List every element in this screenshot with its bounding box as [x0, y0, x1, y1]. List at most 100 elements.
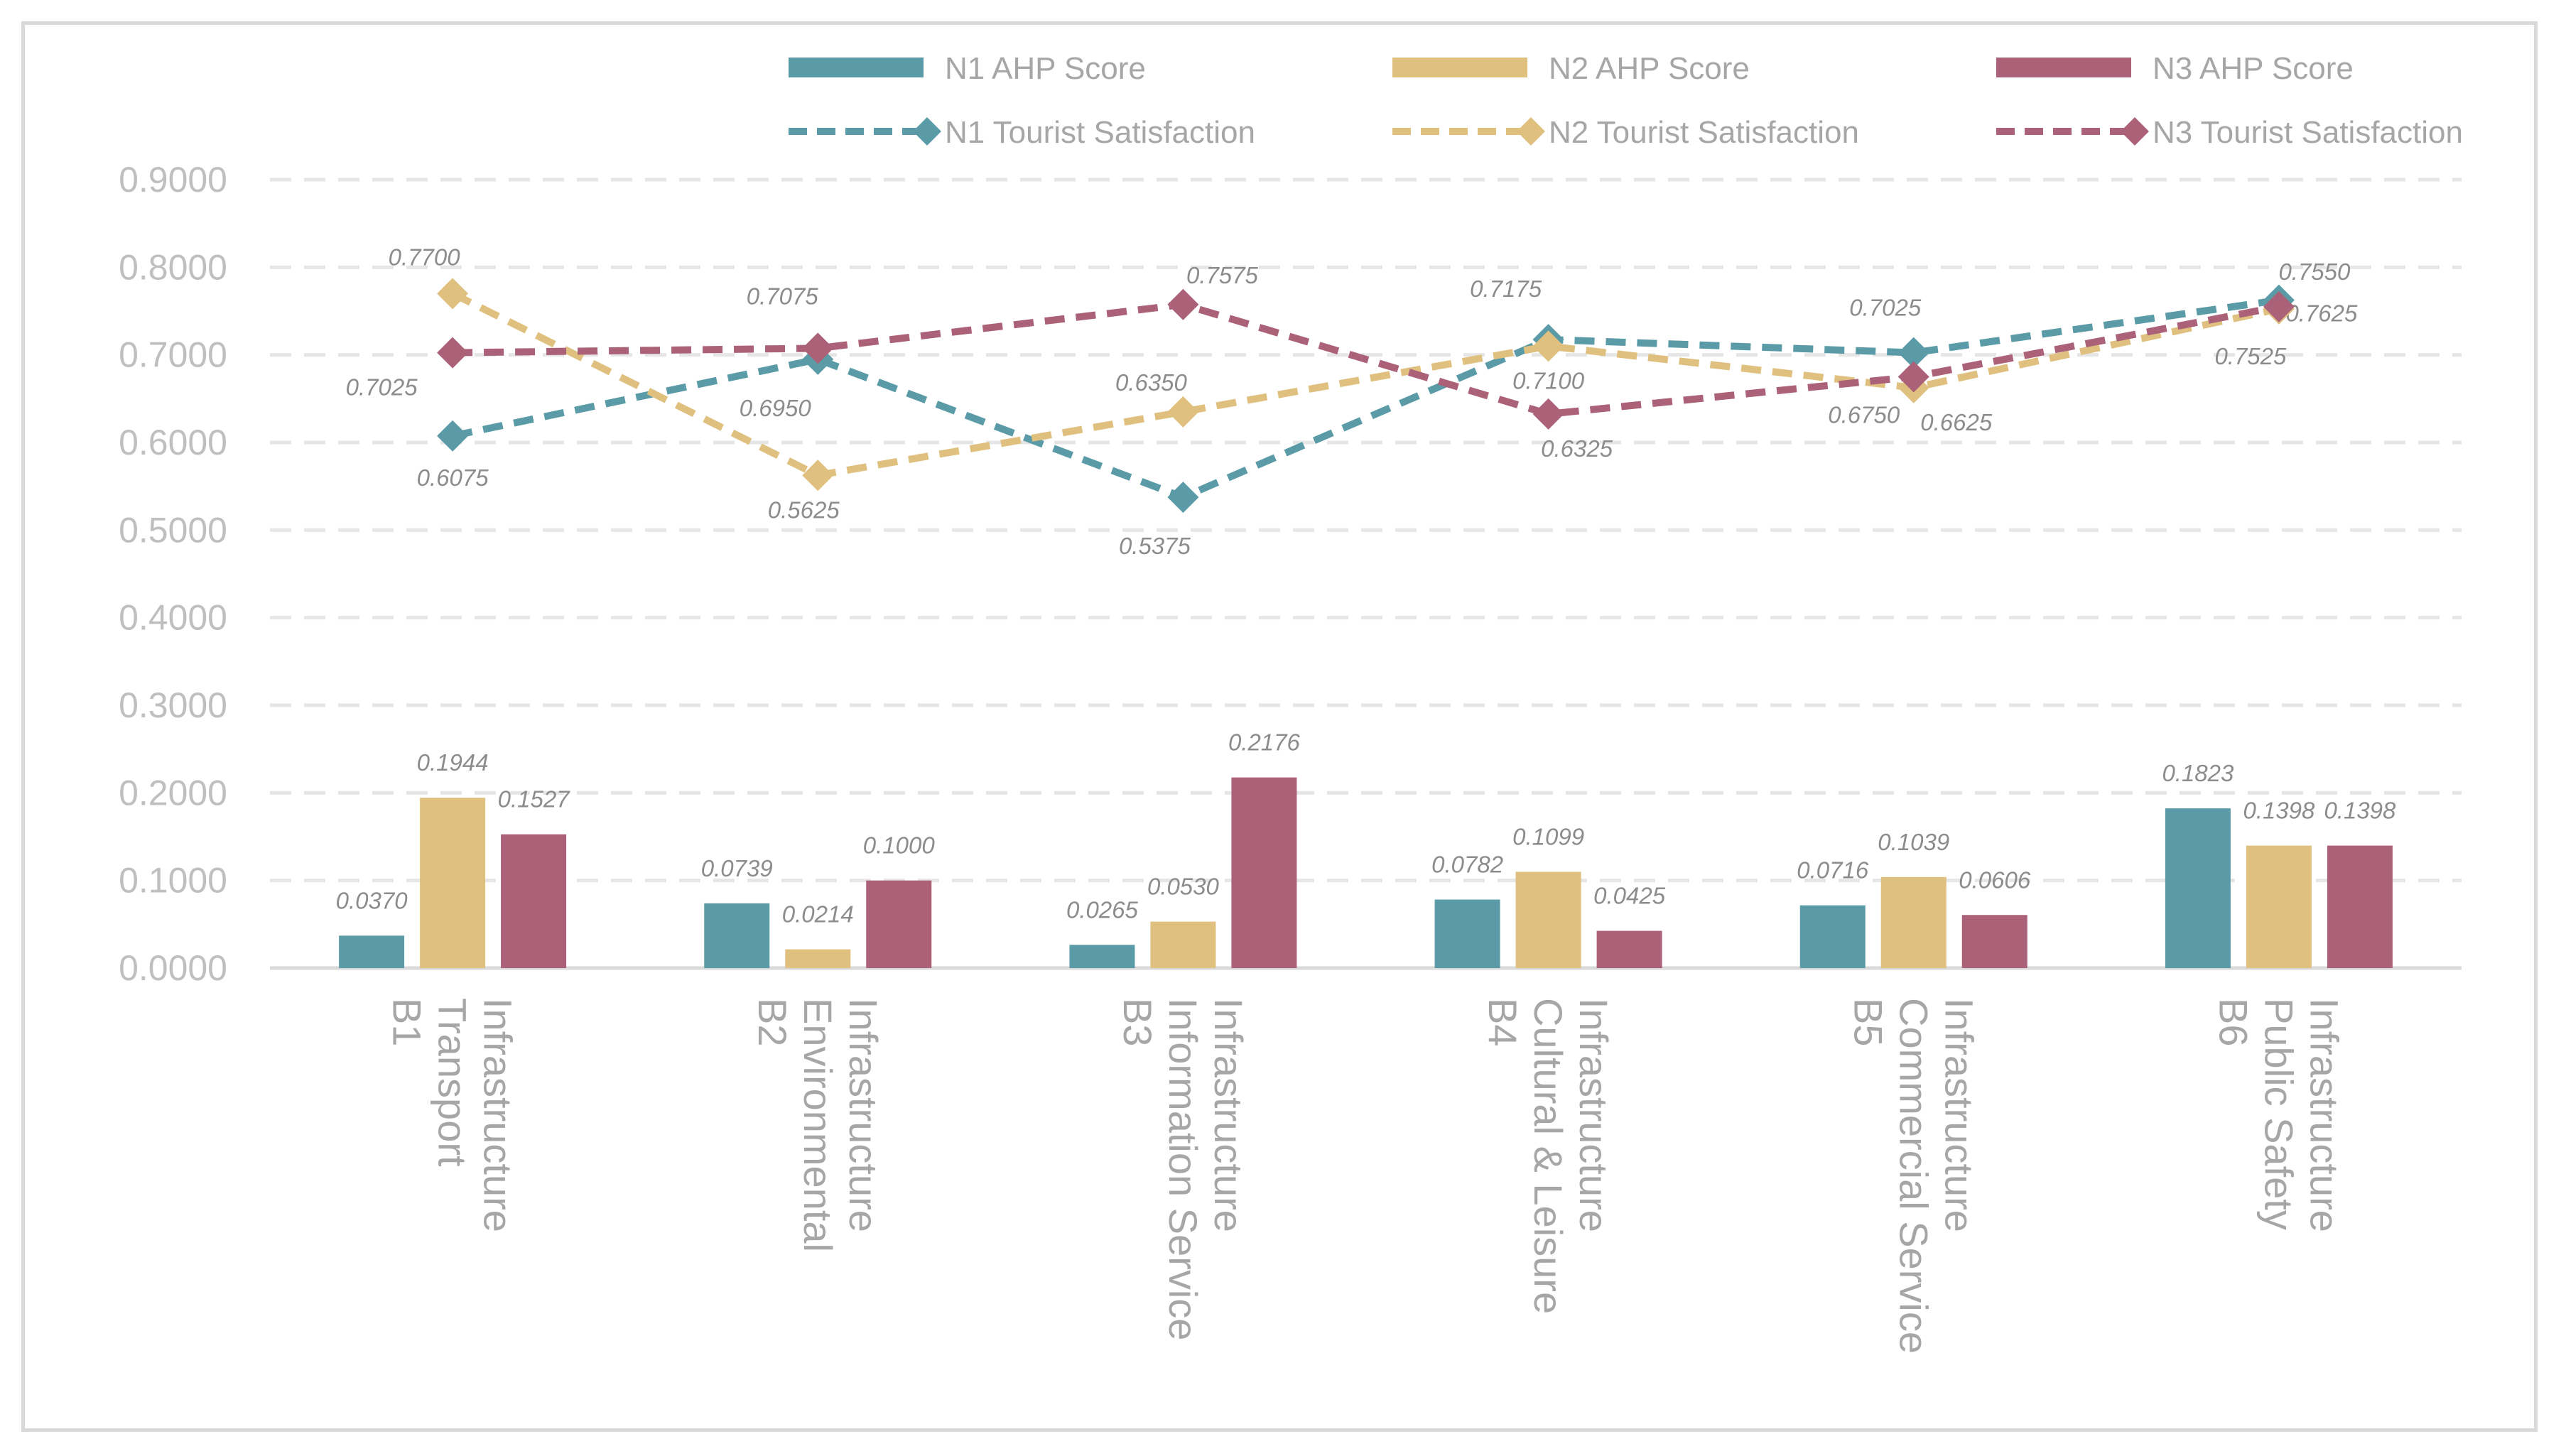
x-category-line: Infrastructure: [476, 998, 521, 1232]
bar: [1434, 899, 1500, 968]
x-category-label: B3 Information Service Infrastructure: [1115, 998, 1251, 1340]
bar-data-label: 0.1099: [1512, 823, 1584, 849]
line-marker: [2263, 290, 2295, 322]
line-data-label: 0.7025: [1849, 295, 1922, 321]
bar: [1515, 871, 1581, 968]
legend: N1 AHP Score N2 AHP Score N3 AHP Score N1 T…: [789, 51, 2463, 150]
legend-item: N2 Tourist Satisfaction: [1392, 115, 1859, 150]
bar: [2165, 808, 2231, 968]
legend-swatch-marker: [2121, 117, 2149, 146]
line-data-label: 0.7100: [1512, 367, 1585, 393]
x-category-line: B1: [385, 998, 430, 1047]
line-marker: [1167, 396, 1199, 428]
bar-data-label: 0.0606: [1959, 866, 2031, 893]
line-data-label: 0.6750: [1828, 402, 1900, 428]
bar-data-label: 0.1398: [2243, 798, 2315, 824]
line-data-label: 0.5625: [768, 496, 840, 523]
bar-data-label: 0.1000: [863, 832, 936, 859]
bar: [1150, 921, 1216, 968]
legend-label: N1 AHP Score: [945, 51, 1146, 86]
line-marker: [437, 278, 469, 310]
line-data-label: 0.7700: [389, 244, 461, 270]
line-series-2: 0.7700 0.5625 0.6350 0.7100 0.6625 0.7525: [389, 244, 2295, 523]
y-tick-label: 0.0000: [119, 948, 227, 988]
x-category-label: B1 Transport Infrastructure: [385, 998, 521, 1232]
legend-label: N2 Tourist Satisfaction: [1549, 115, 1859, 150]
line-data-label: 0.7625: [2285, 300, 2358, 327]
bar: [2327, 845, 2393, 968]
line-series-3: 0.7025 0.7075 0.7575 0.6325 0.6750 0.7550: [346, 259, 2351, 462]
line-data-label: 0.6325: [1541, 435, 1613, 462]
line-marker: [437, 420, 469, 452]
bar-data-label: 0.1398: [2324, 798, 2396, 824]
line-data-label: 0.7025: [346, 374, 418, 401]
x-category-line: Infrastructure: [841, 998, 886, 1232]
bar: [1799, 905, 1866, 968]
x-category-line: Infrastructure: [1571, 998, 1616, 1232]
y-tick-label: 0.8000: [119, 247, 227, 287]
line-marker: [1897, 337, 1929, 369]
legend-swatch-bar: [1392, 58, 1527, 77]
legend-swatch-bar: [1996, 58, 2131, 77]
line-data-label: 0.6350: [1115, 369, 1188, 396]
y-tick-label: 0.7000: [119, 335, 227, 375]
chart-frame: [21, 21, 2538, 1432]
bar: [1961, 915, 2027, 968]
bar: [339, 935, 405, 968]
x-category-line: Information Service: [1161, 998, 1206, 1340]
line-data-label: 0.6075: [417, 464, 489, 491]
line-data-label: 0.6950: [740, 395, 812, 421]
x-category-line: Infrastructure: [1206, 998, 1251, 1232]
bar-series-3: 0.1527 0.1000 0.2176 0.0425 0.0606 0.1398: [498, 729, 2396, 968]
bar-data-label: 0.0530: [1147, 874, 1220, 900]
line-marker: [1532, 330, 1564, 362]
bar: [1880, 876, 1947, 968]
line-data-label: 0.6625: [1920, 409, 1993, 435]
y-tick-label: 0.5000: [119, 510, 227, 550]
line-data-label: 0.5375: [1119, 533, 1191, 559]
line-marker: [437, 337, 469, 369]
x-category-line: B4: [1480, 998, 1525, 1047]
line-marker: [802, 460, 834, 491]
series-line: [453, 300, 2280, 418]
bar: [866, 880, 932, 968]
x-category-label: B2 Environmental Infrastructure: [750, 998, 886, 1252]
bar-data-label: 0.2176: [1228, 729, 1301, 756]
series-line: [450, 290, 2280, 479]
x-axis: B1 Transport Infrastructure B2 Environmental…: [385, 998, 2347, 1354]
y-tick-label: 0.9000: [119, 160, 227, 200]
legend-item: N3 Tourist Satisfaction: [1996, 115, 2463, 150]
x-category-line: Transport: [431, 998, 475, 1167]
bar-data-label: 0.0370: [336, 887, 408, 913]
line-data-label: 0.7525: [2214, 343, 2287, 369]
bar: [501, 834, 567, 968]
y-tick-label: 0.6000: [119, 423, 227, 462]
x-category-line: Environmental: [796, 998, 840, 1252]
legend-item: N2 AHP Score: [1392, 51, 1750, 86]
x-category-label: B4 Cultural & Leisure Infrastructure: [1480, 998, 1616, 1314]
line-data-label: 0.7075: [747, 283, 819, 309]
legend-item: N1 Tourist Satisfaction: [789, 115, 1255, 150]
legend-swatch-marker: [913, 117, 941, 146]
bar-data-label: 0.0425: [1593, 883, 1666, 909]
bar: [420, 798, 486, 968]
x-category-line: B6: [2211, 998, 2256, 1047]
legend-swatch-bar: [789, 58, 924, 77]
y-tick-label: 0.3000: [119, 685, 227, 725]
bar: [1069, 945, 1135, 968]
legend-label: N3 AHP Score: [2153, 51, 2354, 86]
line-marker: [1897, 361, 1929, 393]
line-marker: [1167, 482, 1199, 514]
legend-swatch-marker: [1517, 117, 1545, 146]
series-line: [452, 296, 2280, 501]
x-category-line: B3: [1115, 998, 1160, 1047]
bar: [785, 949, 851, 968]
x-category-line: Infrastructure: [1937, 998, 1981, 1232]
y-tick-label: 0.4000: [119, 598, 227, 638]
legend-label: N2 AHP Score: [1549, 51, 1750, 86]
gridlines: [270, 178, 2462, 970]
line-data-label: 0.7575: [1186, 262, 1259, 288]
line-marker: [1167, 288, 1199, 320]
bar: [1596, 930, 1662, 968]
